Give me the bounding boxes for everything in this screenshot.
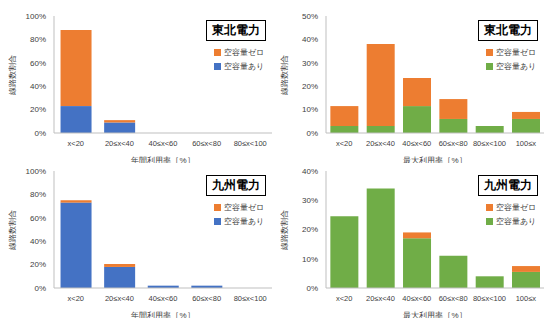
svg-text:年間利用率［%］: 年間利用率［%］ bbox=[131, 156, 194, 163]
svg-text:40%: 40% bbox=[30, 237, 46, 246]
svg-text:線路数割合: 線路数割合 bbox=[280, 55, 289, 96]
svg-text:40≤x<60: 40≤x<60 bbox=[149, 139, 178, 148]
svg-text:100%: 100% bbox=[26, 12, 46, 21]
svg-text:60≤x<80: 60≤x<80 bbox=[439, 139, 468, 148]
svg-text:20≤x<40: 20≤x<40 bbox=[366, 139, 395, 148]
html-text:東北電力: 東北電力 bbox=[212, 23, 260, 37]
svg-text:20%: 20% bbox=[302, 82, 318, 91]
svg-text:0%: 0% bbox=[34, 129, 46, 138]
svg-text:50%: 50% bbox=[302, 12, 318, 21]
svg-text:100%: 100% bbox=[26, 167, 46, 176]
svg-text:40≤x<60: 40≤x<60 bbox=[149, 294, 178, 303]
html-text:九州電力: 九州電力 bbox=[212, 178, 260, 192]
svg-text:60≤x<80: 60≤x<80 bbox=[192, 139, 221, 148]
svg-text:20%: 20% bbox=[302, 225, 318, 234]
html-text:空容量ゼロ: 空容量ゼロ bbox=[224, 203, 264, 212]
html-text:空容量あり: 空容量あり bbox=[224, 62, 264, 71]
svg-text:100≤x: 100≤x bbox=[516, 139, 537, 148]
svg-text:60≤x<80: 60≤x<80 bbox=[192, 294, 221, 303]
svg-text:60%: 60% bbox=[30, 59, 46, 68]
svg-text:40≤x<60: 40≤x<60 bbox=[402, 139, 431, 148]
svg-text:60≤x<80: 60≤x<80 bbox=[439, 294, 468, 303]
svg-text:20%: 20% bbox=[30, 105, 46, 114]
svg-text:40≤x<60: 40≤x<60 bbox=[402, 294, 431, 303]
svg-text:40%: 40% bbox=[302, 35, 318, 44]
svg-text:20≤x<40: 20≤x<40 bbox=[105, 139, 134, 148]
svg-text:80≤x<100: 80≤x<100 bbox=[234, 139, 267, 148]
html-text:空容量あり: 空容量あり bbox=[496, 217, 536, 226]
html-text:空容量あり: 空容量あり bbox=[224, 217, 264, 226]
svg-text:30%: 30% bbox=[302, 59, 318, 68]
svg-text:x<20: x<20 bbox=[336, 294, 352, 303]
svg-text:最大利用率［%］: 最大利用率［%］ bbox=[403, 156, 466, 163]
svg-text:20≤x<40: 20≤x<40 bbox=[105, 294, 134, 303]
svg-text:0%: 0% bbox=[306, 129, 318, 138]
svg-text:40%: 40% bbox=[302, 167, 318, 176]
svg-text:20%: 20% bbox=[30, 260, 46, 269]
svg-text:年間利用率［%］: 年間利用率［%］ bbox=[131, 311, 194, 318]
html-text:空容量ゼロ: 空容量ゼロ bbox=[224, 48, 264, 57]
html-text:九州電力: 九州電力 bbox=[484, 178, 532, 192]
svg-text:線路数割合: 線路数割合 bbox=[280, 210, 289, 251]
svg-text:最大利用率［%］: 最大利用率［%］ bbox=[403, 311, 466, 318]
svg-text:40%: 40% bbox=[30, 82, 46, 91]
svg-text:x<20: x<20 bbox=[68, 139, 84, 148]
svg-text:10%: 10% bbox=[302, 255, 318, 264]
svg-text:線路数割合: 線路数割合 bbox=[8, 210, 17, 251]
svg-text:30%: 30% bbox=[302, 196, 318, 205]
svg-text:x<20: x<20 bbox=[68, 294, 84, 303]
svg-text:80≤x<100: 80≤x<100 bbox=[234, 294, 267, 303]
svg-text:60%: 60% bbox=[30, 214, 46, 223]
svg-text:100≤x: 100≤x bbox=[516, 294, 537, 303]
svg-text:線路数割合: 線路数割合 bbox=[8, 55, 17, 96]
svg-text:20≤x<40: 20≤x<40 bbox=[366, 294, 395, 303]
svg-text:10%: 10% bbox=[302, 105, 318, 114]
svg-text:x<20: x<20 bbox=[336, 139, 352, 148]
svg-text:0%: 0% bbox=[306, 284, 318, 293]
svg-text:80%: 80% bbox=[30, 190, 46, 199]
html-text:空容量あり: 空容量あり bbox=[496, 62, 536, 71]
svg-text:80≤x<100: 80≤x<100 bbox=[473, 294, 506, 303]
html-text:空容量ゼロ: 空容量ゼロ bbox=[496, 48, 536, 57]
svg-text:0%: 0% bbox=[34, 284, 46, 293]
html-text:東北電力: 東北電力 bbox=[484, 23, 532, 37]
html-text:空容量ゼロ: 空容量ゼロ bbox=[496, 203, 536, 212]
svg-text:80%: 80% bbox=[30, 35, 46, 44]
svg-text:80≤x<100: 80≤x<100 bbox=[473, 139, 506, 148]
